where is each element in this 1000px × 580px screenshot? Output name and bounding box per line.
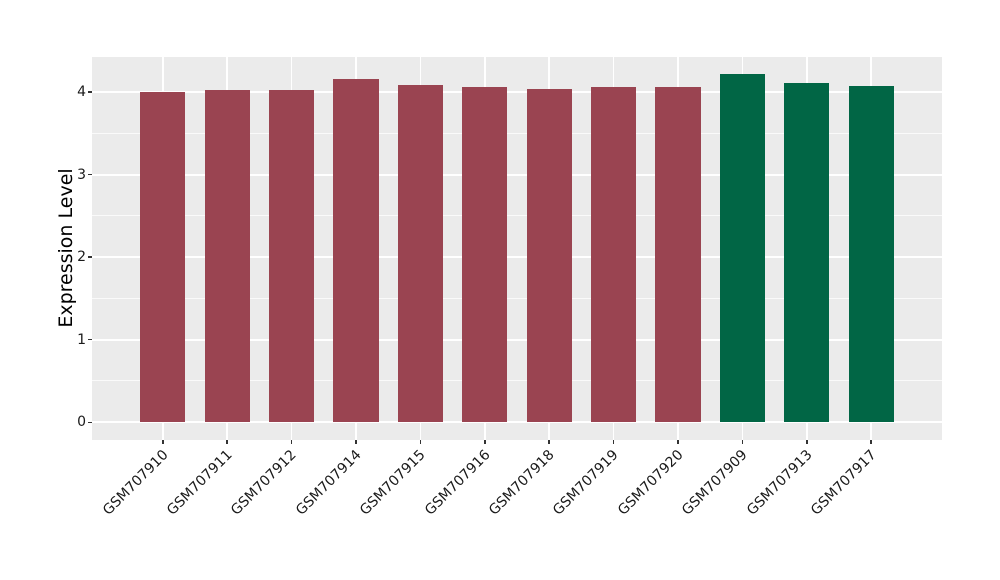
x-tick-GSM707914	[355, 440, 357, 444]
gridline-major-y2	[92, 256, 942, 259]
y-tick-4	[88, 91, 92, 93]
x-tick-label-GSM707914: GSM707914	[292, 447, 365, 519]
bar-GSM707909	[719, 73, 765, 423]
y-tick-1	[88, 338, 92, 341]
x-tick-GSM707910	[162, 440, 164, 444]
gridline-major-y0	[92, 421, 942, 424]
bar-GSM707915	[397, 84, 443, 423]
bar-GSM707911	[204, 89, 250, 423]
bar-GSM707913	[784, 83, 830, 423]
x-tick-label-GSM707915: GSM707915	[357, 447, 429, 519]
y-tick-2	[88, 256, 92, 258]
x-tick-label-GSM707919: GSM707919	[550, 447, 622, 519]
x-tick-GSM707917	[870, 440, 872, 444]
y-axis-title: Expression Level	[55, 168, 77, 328]
bar-GSM707919	[591, 87, 637, 423]
x-tick-GSM707919	[612, 440, 615, 444]
x-tick-GSM707913	[806, 440, 808, 444]
x-tick-GSM707911	[226, 440, 228, 444]
y-tick-label-4: 4	[77, 84, 86, 101]
x-tick-GSM707920	[677, 440, 679, 444]
x-tick-label-GSM707917: GSM707917	[807, 447, 880, 519]
x-tick-GSM707909	[741, 440, 744, 444]
gridline-major-y1	[92, 338, 942, 341]
bar-GSM707917	[848, 86, 894, 423]
bar-GSM707918	[526, 88, 572, 423]
bar-GSM707910	[140, 92, 186, 423]
y-tick-label-3: 3	[77, 166, 86, 183]
x-tick-label-GSM707918: GSM707918	[485, 447, 558, 519]
x-tick-GSM707918	[548, 440, 550, 444]
x-tick-label-GSM707912: GSM707912	[228, 447, 300, 519]
gridline-minor-y1.5	[92, 297, 942, 299]
gridline-major-y4	[92, 91, 942, 94]
x-tick-label-GSM707910: GSM707910	[99, 447, 172, 519]
x-tick-GSM707912	[290, 440, 293, 444]
x-tick-label-GSM707913: GSM707913	[743, 447, 816, 519]
gridline-minor-y2.5	[92, 215, 942, 217]
y-tick-label-1: 1	[77, 331, 86, 348]
y-tick-3	[88, 173, 92, 176]
bar-GSM707920	[655, 87, 701, 423]
plot-panel	[92, 57, 942, 440]
x-tick-label-GSM707909: GSM707909	[679, 447, 751, 519]
y-tick-label-0: 0	[77, 414, 86, 431]
y-tick-label-2: 2	[77, 249, 86, 266]
gridline-minor-y3.5	[92, 132, 942, 134]
y-tick-0	[88, 421, 92, 423]
bar-GSM707914	[333, 78, 379, 423]
gridline-minor-y0.5	[92, 380, 942, 382]
bar-GSM707912	[269, 89, 315, 423]
gridline-major-y3	[92, 173, 942, 176]
x-tick-GSM707915	[419, 440, 422, 444]
bar-GSM707916	[462, 87, 508, 423]
x-tick-label-GSM707911: GSM707911	[163, 447, 236, 519]
x-tick-label-GSM707920: GSM707920	[614, 447, 687, 519]
x-tick-GSM707916	[484, 440, 486, 444]
x-tick-label-GSM707916: GSM707916	[421, 447, 494, 519]
